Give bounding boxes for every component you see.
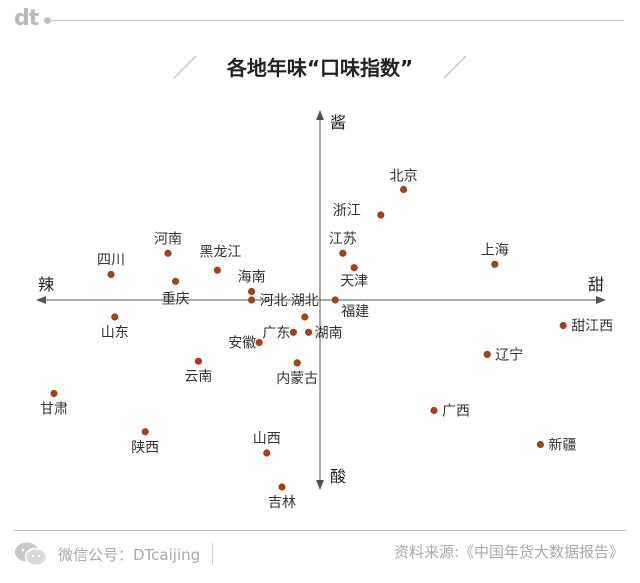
data-point [483, 350, 491, 358]
point-label: 山西 [253, 431, 281, 447]
data-point [430, 406, 438, 415]
point-label: 浙江 [333, 203, 361, 219]
axis-label-right: 甜 [588, 275, 604, 294]
point-label: 上海 [481, 242, 509, 258]
data-point [141, 428, 149, 436]
x-axis-arrow-right [596, 296, 606, 304]
point-label: 吉林 [268, 495, 296, 511]
data-point [339, 249, 347, 257]
point-label: 黑龙江 [199, 244, 241, 260]
data-point [377, 211, 385, 219]
point-label: 天津 [340, 274, 368, 290]
data-point [107, 270, 115, 279]
point-label: 陕西 [131, 440, 159, 456]
point-label: 山东 [101, 325, 129, 341]
data-point [301, 313, 309, 321]
data-point [536, 440, 545, 449]
footer-wechat-account: 微信公号：DTcaijing [58, 545, 201, 564]
header-divider [50, 20, 624, 21]
point-label: 海南 [238, 270, 266, 286]
y-axis-arrow-bottom [316, 480, 324, 490]
point-label: 安徽 [228, 336, 256, 352]
data-point [289, 328, 297, 336]
axis-label-left: 辣 [38, 275, 54, 294]
point-label: 湖南 [315, 325, 343, 341]
wechat-icon [15, 542, 48, 567]
point-label: 四川 [97, 253, 125, 269]
point-label: 广西 [442, 404, 470, 420]
data-point [305, 328, 313, 336]
y-axis-arrow-top [316, 110, 324, 120]
point-label: 湖北 [291, 293, 319, 309]
data-point [172, 277, 180, 285]
point-label: 重庆 [162, 291, 190, 307]
point-label: 甘肃 [40, 402, 68, 418]
footer-left: 微信公号：DTcaijing [14, 541, 214, 567]
title-slash-right [443, 55, 467, 79]
data-point [50, 389, 58, 398]
point-label: 辽宁 [495, 346, 523, 363]
data-point [248, 287, 256, 296]
axis-label-top: 酱 [330, 113, 346, 132]
data-point [255, 338, 263, 347]
point-label: 甜江西 [571, 319, 613, 335]
data-point [559, 321, 567, 330]
footer-separator [212, 543, 214, 565]
title-slash-left [173, 55, 197, 79]
data-point [194, 357, 202, 365]
data-point [213, 266, 221, 274]
point-label: 新疆 [548, 438, 576, 454]
data-point [400, 185, 408, 194]
brand-logo: dt [14, 6, 39, 31]
data-point [293, 359, 301, 367]
point-label: 福建 [341, 304, 369, 320]
data-point [331, 296, 339, 304]
point-label: 云南 [184, 369, 212, 385]
point-label: 河北 [260, 293, 288, 309]
point-label: 河南 [154, 231, 182, 247]
header-dot [44, 17, 51, 24]
data-point [248, 296, 256, 304]
point-label: 北京 [390, 169, 418, 185]
data-point [491, 260, 499, 268]
footer-divider [14, 530, 626, 531]
point-label: 内蒙古 [276, 371, 318, 387]
chart-title: 各地年味“口味指数” [226, 56, 413, 80]
data-point [164, 249, 172, 257]
point-label: 广东 [262, 325, 290, 341]
axis-label-bottom: 酸 [330, 467, 346, 486]
point-label: 江苏 [329, 231, 357, 247]
data-point [263, 449, 271, 457]
x-axis-arrow-left [36, 296, 46, 304]
data-point [111, 313, 119, 321]
data-point [278, 483, 286, 491]
data-point [350, 264, 358, 272]
footer-source: 资料来源:《中国年货大数据报告》 [393, 543, 624, 561]
